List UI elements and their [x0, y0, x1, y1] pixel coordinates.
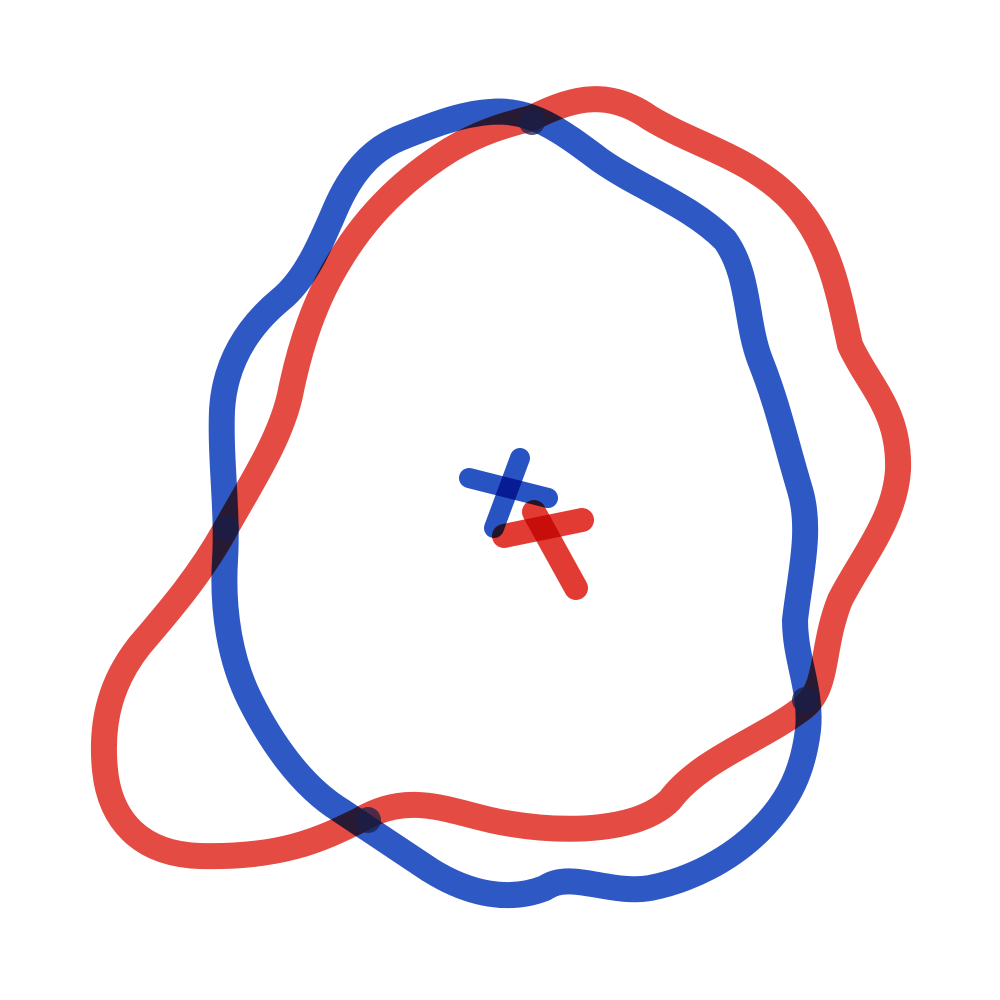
red-loop-shape [90, 86, 912, 870]
overlap-marks [213, 109, 818, 833]
blue-cross-stroke-b [484, 448, 530, 538]
blue-loop-shape [208, 98, 822, 909]
overlap-mark-left [213, 515, 239, 541]
overlap-mark-bottom [355, 807, 381, 833]
overlap-mark-right [792, 687, 818, 713]
blue-cross-mark [459, 448, 558, 538]
red-cross-stroke-b [522, 500, 588, 600]
overlap-mark-top [519, 109, 545, 135]
red-cross-mark [492, 500, 594, 600]
